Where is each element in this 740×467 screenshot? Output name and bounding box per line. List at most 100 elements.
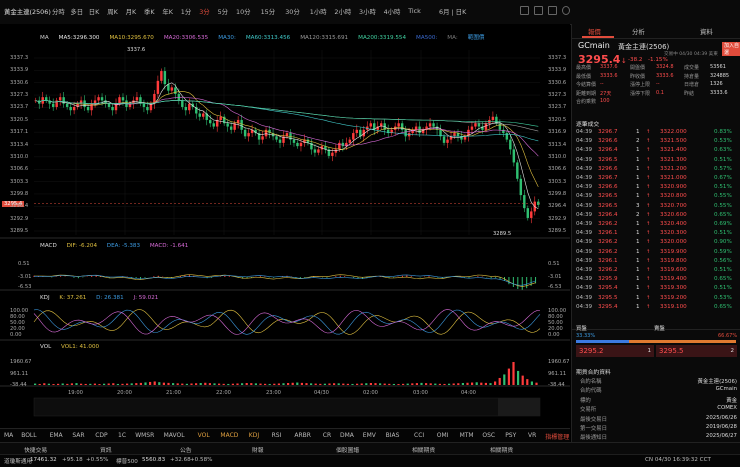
indicator-tab-20[interactable]: OSC	[482, 432, 496, 439]
ask-box[interactable]: 3295.5 2	[656, 345, 737, 357]
period-3[interactable]: 周K	[107, 8, 118, 16]
period-6[interactable]: 年K	[162, 8, 173, 16]
footer-button-4[interactable]: 個股圖譜	[336, 448, 360, 454]
indicator-tab-23[interactable]: 指標管理	[545, 434, 570, 441]
settings-icon[interactable]	[548, 6, 557, 15]
indicator-tab-16[interactable]: BIAS	[385, 432, 400, 439]
period-2[interactable]: 日K	[88, 8, 100, 16]
indicator-tab-11[interactable]: RSI	[271, 432, 282, 439]
footer-button-6[interactable]: 相關期貨	[490, 448, 514, 454]
period-12[interactable]: 30分	[285, 8, 300, 16]
period-5[interactable]: 季K	[144, 8, 155, 16]
period-15[interactable]: 3小時	[359, 8, 376, 16]
tab-quote[interactable]: 報價	[588, 28, 601, 36]
period-10[interactable]: 10分	[236, 8, 251, 16]
period-1[interactable]: 多日	[70, 8, 84, 16]
stat-value: 27天	[600, 90, 612, 97]
candle-body	[435, 126, 439, 130]
tab-info[interactable]: 資料	[700, 28, 713, 36]
period-7[interactable]: 1分	[180, 8, 192, 16]
kline-chart-svg[interactable]	[0, 24, 570, 428]
kdj-tick-right: 0.00	[548, 332, 560, 338]
period-16[interactable]: 4小時	[383, 8, 401, 16]
period-11[interactable]: 15分	[260, 8, 276, 16]
y-tick-left: 3337.3	[10, 55, 29, 61]
indicator-tab-17[interactable]: CCI	[414, 432, 425, 439]
indicator-tab-19[interactable]: MTM	[459, 432, 474, 439]
add-watchlist-button[interactable]: 加入自選	[722, 42, 740, 56]
indicator-tab-9[interactable]: MACD	[220, 432, 239, 439]
y-tick-right: 3289.5	[548, 228, 567, 234]
indicator-tab-14[interactable]: DMA	[340, 432, 354, 439]
period-4[interactable]: 月K	[125, 8, 137, 16]
indicator-tab-3[interactable]: SAR	[72, 432, 85, 439]
volume-bar	[323, 383, 326, 385]
volume-bar	[130, 383, 133, 385]
candle-body	[379, 123, 383, 127]
bid-box[interactable]: 3295.2 1	[576, 345, 654, 357]
volume-bar	[360, 383, 363, 385]
volume-bar	[392, 383, 395, 385]
candle-body	[285, 133, 289, 137]
period-9[interactable]: 5分	[217, 8, 229, 16]
candle-body	[467, 129, 470, 137]
indicator-tab-2[interactable]: EMA	[49, 432, 63, 439]
volume-bar	[213, 383, 216, 385]
indicator-tab-0[interactable]: MA	[4, 432, 14, 439]
y-tick-right: 3316.9	[548, 129, 567, 136]
indicator-tab-1[interactable]: BOLL	[21, 432, 37, 439]
indicator-tab-12[interactable]: ARBR	[294, 432, 311, 439]
period-0[interactable]: 分時	[52, 8, 65, 16]
trade-row: 04:39 3296.1 1 ↑ 3320.300 0.51%	[572, 230, 740, 238]
indicator-tab-5[interactable]: 1C	[118, 432, 127, 439]
footer-button-5[interactable]: 相關期貨	[412, 448, 436, 454]
ma-legend-label: MA30:	[218, 35, 236, 41]
candle-body	[209, 120, 212, 124]
period-8[interactable]: 3分	[199, 8, 210, 16]
indicator-tab-13[interactable]: CR	[322, 432, 332, 439]
indicator-tab-22[interactable]: VR	[528, 432, 537, 439]
vol-tick-left: -38.44	[10, 382, 27, 388]
volume-bar	[507, 368, 510, 385]
period-17[interactable]: Tick	[408, 7, 421, 15]
indicator-tab-15[interactable]: EMV	[362, 432, 376, 439]
trade-price-2: 3319.900	[660, 248, 687, 255]
footer-button-0[interactable]: 快捷交易	[24, 448, 48, 454]
footer-button-1[interactable]: 資訊	[100, 448, 112, 454]
indicator-tab-10[interactable]: KDJ	[248, 432, 260, 439]
stat-label-3: 持倉量	[684, 73, 700, 80]
period-13[interactable]: 1小時	[309, 8, 327, 16]
candle-body	[324, 146, 327, 150]
candle-body	[240, 120, 243, 130]
dji-pct: +0.55%	[86, 457, 109, 463]
candle-body	[139, 97, 142, 104]
indicator-tab-6[interactable]: WMSR	[135, 432, 155, 439]
footer-button-3[interactable]: 財報	[252, 448, 264, 454]
indicator-tab-21[interactable]: PSY	[505, 432, 517, 439]
more-icon[interactable]	[562, 6, 570, 15]
trade-time: 04:39	[576, 257, 593, 264]
layout-icon[interactable]	[534, 6, 543, 15]
down-arrow-icon: ↓	[621, 57, 627, 65]
volume-bar	[149, 381, 152, 385]
indicator-tab-7[interactable]: MAVOL	[163, 432, 185, 439]
period-18[interactable]: 6月 | 日K	[439, 8, 467, 16]
indicator-tab-4[interactable]: CDP	[95, 432, 108, 439]
stat-label-2: 開盤價	[630, 65, 646, 71]
candle-body	[359, 129, 362, 137]
period-14[interactable]: 2小時	[334, 8, 352, 16]
macd-value: MACD: -1.641	[149, 243, 189, 249]
candle-body	[400, 123, 404, 130]
draw-icon[interactable]	[520, 6, 529, 15]
chart-area[interactable]: MA MA5:3296.300 MA10:3295.670 MA20:3306.535…	[0, 24, 570, 428]
vol-tick-left: 1960.67	[10, 359, 32, 365]
ma-legend-0: MA	[40, 35, 49, 41]
volume-bar	[530, 381, 533, 385]
indicator-tab-18[interactable]: OMI	[436, 432, 449, 439]
indicator-tab-8[interactable]: VOL	[197, 432, 210, 439]
stat-label-2: 昨收價	[630, 73, 646, 80]
y-tick-left: 3330.6	[10, 79, 29, 86]
footer-button-2[interactable]: 公告	[180, 448, 192, 454]
tab-analysis[interactable]: 分析	[632, 28, 645, 36]
volume-bar	[379, 383, 382, 385]
